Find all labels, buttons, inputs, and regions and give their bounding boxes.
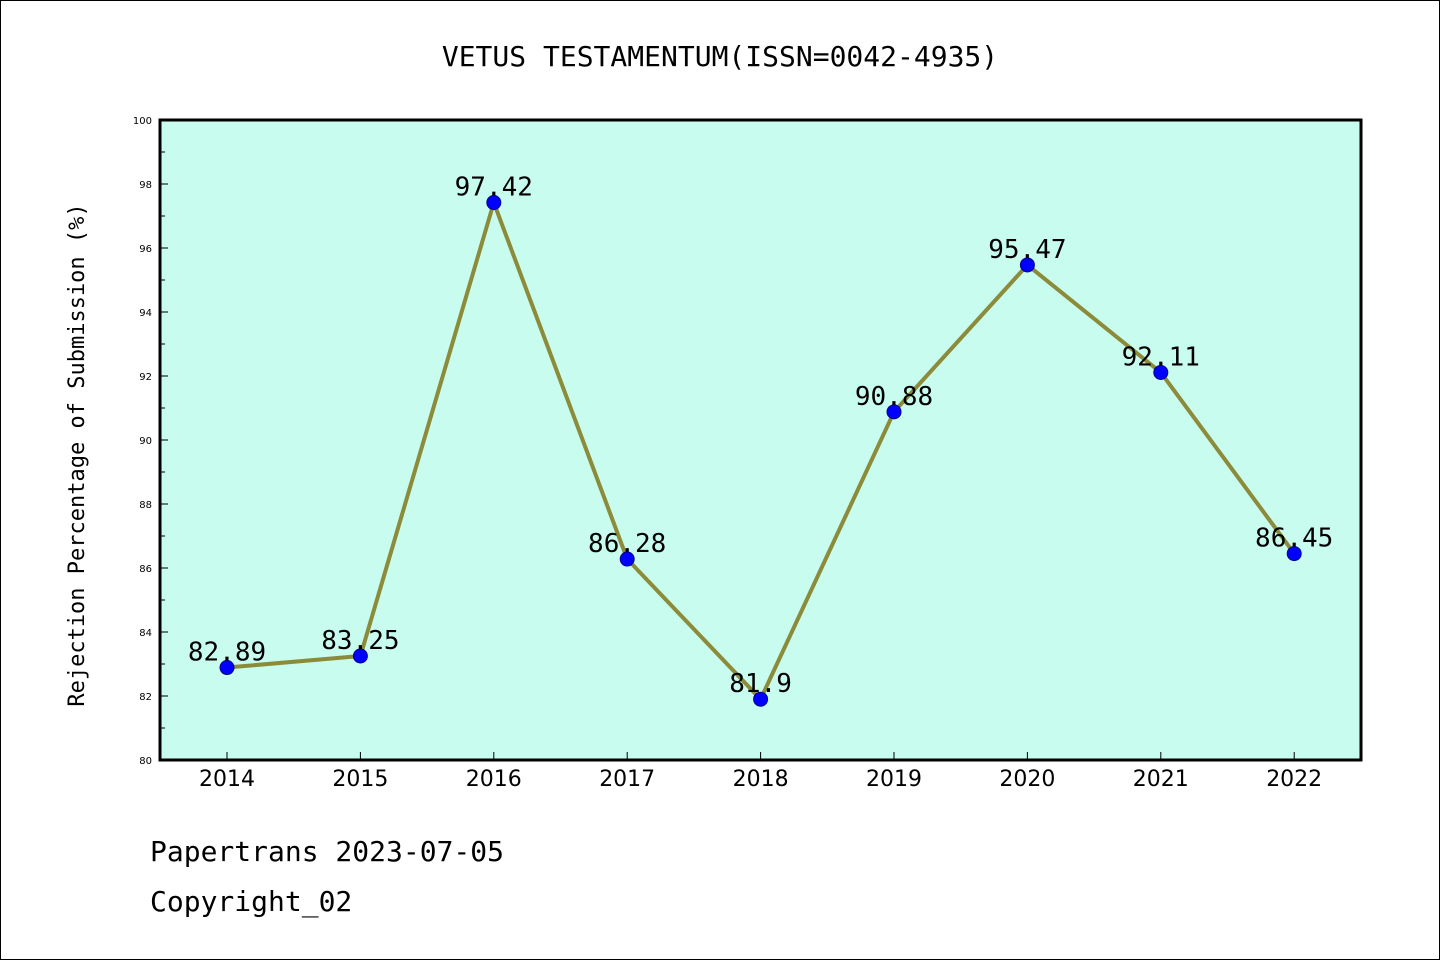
data-labels: 82.89 83.25 97.42 86.28 81.9 90.88 95.47 92.11 8… bbox=[188, 173, 1333, 700]
x-tick-label: 2018 bbox=[733, 767, 789, 792]
y-tick-label: 80 bbox=[139, 756, 152, 767]
data-label: 95.47 bbox=[988, 235, 1066, 265]
plot-area bbox=[158, 118, 1363, 762]
x-tick-label: 2016 bbox=[466, 767, 522, 792]
data-label: 81.9 bbox=[729, 669, 792, 699]
x-tick-label: 2017 bbox=[599, 767, 655, 792]
series-markers bbox=[219, 195, 1302, 707]
x-tick-label: 2014 bbox=[199, 767, 255, 792]
data-label: 92.11 bbox=[1122, 342, 1200, 372]
x-tick-label: 2019 bbox=[866, 767, 922, 792]
footer-date-text: Papertrans 2023-07-05 bbox=[150, 835, 505, 868]
data-point-marker bbox=[352, 648, 368, 664]
x-tick-label: 2022 bbox=[1266, 767, 1322, 792]
data-point-marker bbox=[1153, 364, 1169, 380]
data-point-marker bbox=[619, 551, 635, 567]
y-tick-label: 98 bbox=[139, 180, 152, 191]
data-label: 86.45 bbox=[1255, 524, 1333, 554]
y-tick-label: 96 bbox=[139, 244, 152, 255]
data-label: 83.25 bbox=[321, 626, 399, 656]
y-tick-label: 90 bbox=[139, 436, 152, 447]
y-tick-label: 82 bbox=[139, 692, 152, 703]
y-tick-label: 92 bbox=[139, 372, 152, 383]
data-point-marker bbox=[1019, 257, 1035, 273]
data-label: 90.88 bbox=[855, 382, 933, 412]
footer-copyright-text: Copyright_02 bbox=[150, 885, 353, 918]
x-axis: 2014 2015 2016 2017 2018 2019 2020 2021 2022 bbox=[199, 752, 1322, 792]
x-tick-label: 2015 bbox=[332, 767, 388, 792]
data-point-marker bbox=[219, 660, 235, 676]
x-tick-label: 2021 bbox=[1133, 767, 1189, 792]
y-tick-label: 100 bbox=[133, 116, 152, 127]
data-point-marker bbox=[886, 404, 902, 420]
x-tick-label: 2020 bbox=[999, 767, 1055, 792]
data-point-marker bbox=[1286, 546, 1302, 562]
y-tick-label: 88 bbox=[139, 500, 152, 511]
y-tick-label: 94 bbox=[139, 308, 152, 319]
y-axis-label: Rejection Percentage of Submission (%) bbox=[65, 203, 90, 706]
data-label: 86.28 bbox=[588, 529, 666, 559]
y-tick-label: 86 bbox=[139, 564, 152, 575]
chart-title: VETUS TESTAMENTUM(ISSN=0042-4935) bbox=[442, 40, 998, 73]
y-axis: 80 82 84 86 88 90 92 94 96 98 100 bbox=[133, 116, 168, 767]
data-point-marker bbox=[753, 691, 769, 707]
data-point-marker bbox=[486, 195, 502, 211]
y-tick-label: 84 bbox=[139, 628, 152, 639]
data-label: 97.42 bbox=[455, 173, 533, 203]
data-label: 82.89 bbox=[188, 638, 266, 668]
